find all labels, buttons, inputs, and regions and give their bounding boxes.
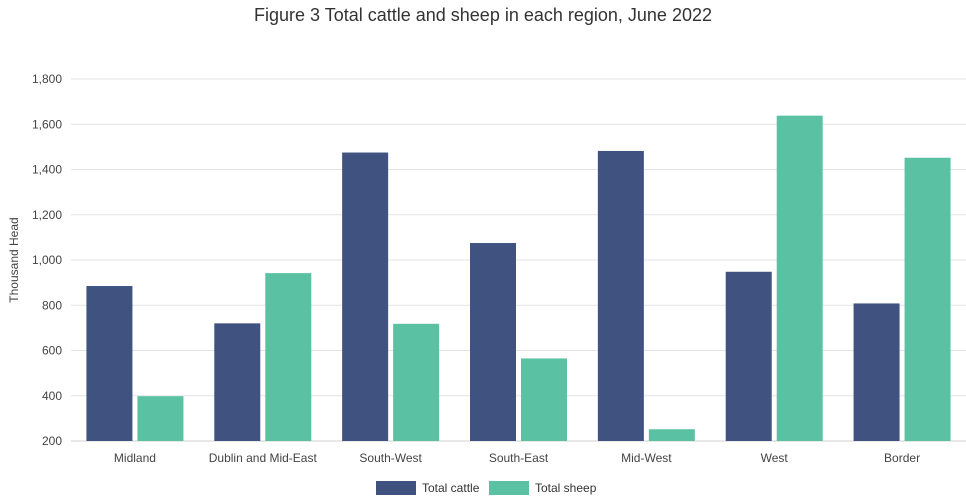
chart-title: Figure 3 Total cattle and sheep in each … (254, 5, 712, 25)
x-tick-label: Mid-West (621, 451, 672, 465)
y-tick-label: 600 (42, 344, 62, 358)
bar-sheep[interactable] (904, 157, 951, 442)
y-tick-label: 1,400 (32, 163, 62, 177)
y-tick-label: 1,200 (32, 208, 62, 222)
bar-sheep[interactable] (265, 273, 312, 441)
y-tick-label: 1,600 (32, 117, 62, 131)
bar-cattle[interactable] (853, 303, 900, 441)
bar-cattle[interactable] (214, 323, 261, 441)
y-tick-label: 1,800 (32, 72, 62, 86)
bar-cattle[interactable] (342, 152, 389, 441)
bar-sheep[interactable] (521, 358, 567, 441)
bar-sheep[interactable] (776, 115, 823, 441)
grid-lines (71, 78, 966, 442)
x-tick-label: Border (884, 451, 920, 465)
legend-swatch-total-cattle[interactable] (376, 481, 416, 495)
bar-cattle[interactable] (725, 271, 772, 441)
y-tick-label: 800 (42, 298, 62, 312)
bars (86, 115, 951, 442)
bar-sheep[interactable] (137, 396, 184, 441)
x-tick-label: South-East (489, 451, 549, 465)
y-tick-label: 1,000 (32, 253, 62, 267)
tick-labels: 200 400 600 800 1,000 1,200 1,400 1,600 1,800 Mid… (32, 72, 920, 465)
legend-label-total-sheep[interactable]: Total sheep (535, 481, 597, 495)
x-tick-label: South-West (359, 451, 422, 465)
x-tick-label: Dublin and Mid-East (209, 451, 318, 465)
bar-cattle[interactable] (597, 150, 644, 441)
legend-swatch-total-sheep[interactable] (489, 481, 529, 495)
bar-sheep[interactable] (393, 323, 440, 441)
bar-sheep[interactable] (648, 429, 695, 441)
y-axis-label: Thousand Head (7, 217, 21, 302)
y-tick-label: 200 (42, 434, 62, 448)
bar-cattle[interactable] (86, 286, 133, 441)
legend-label-total-cattle[interactable]: Total cattle (422, 481, 480, 495)
legend: Total cattle Total sheep (376, 481, 597, 495)
x-tick-label: West (761, 451, 789, 465)
bar-cattle[interactable] (470, 243, 516, 441)
y-tick-label: 400 (42, 389, 62, 403)
x-tick-label: Midland (114, 451, 156, 465)
